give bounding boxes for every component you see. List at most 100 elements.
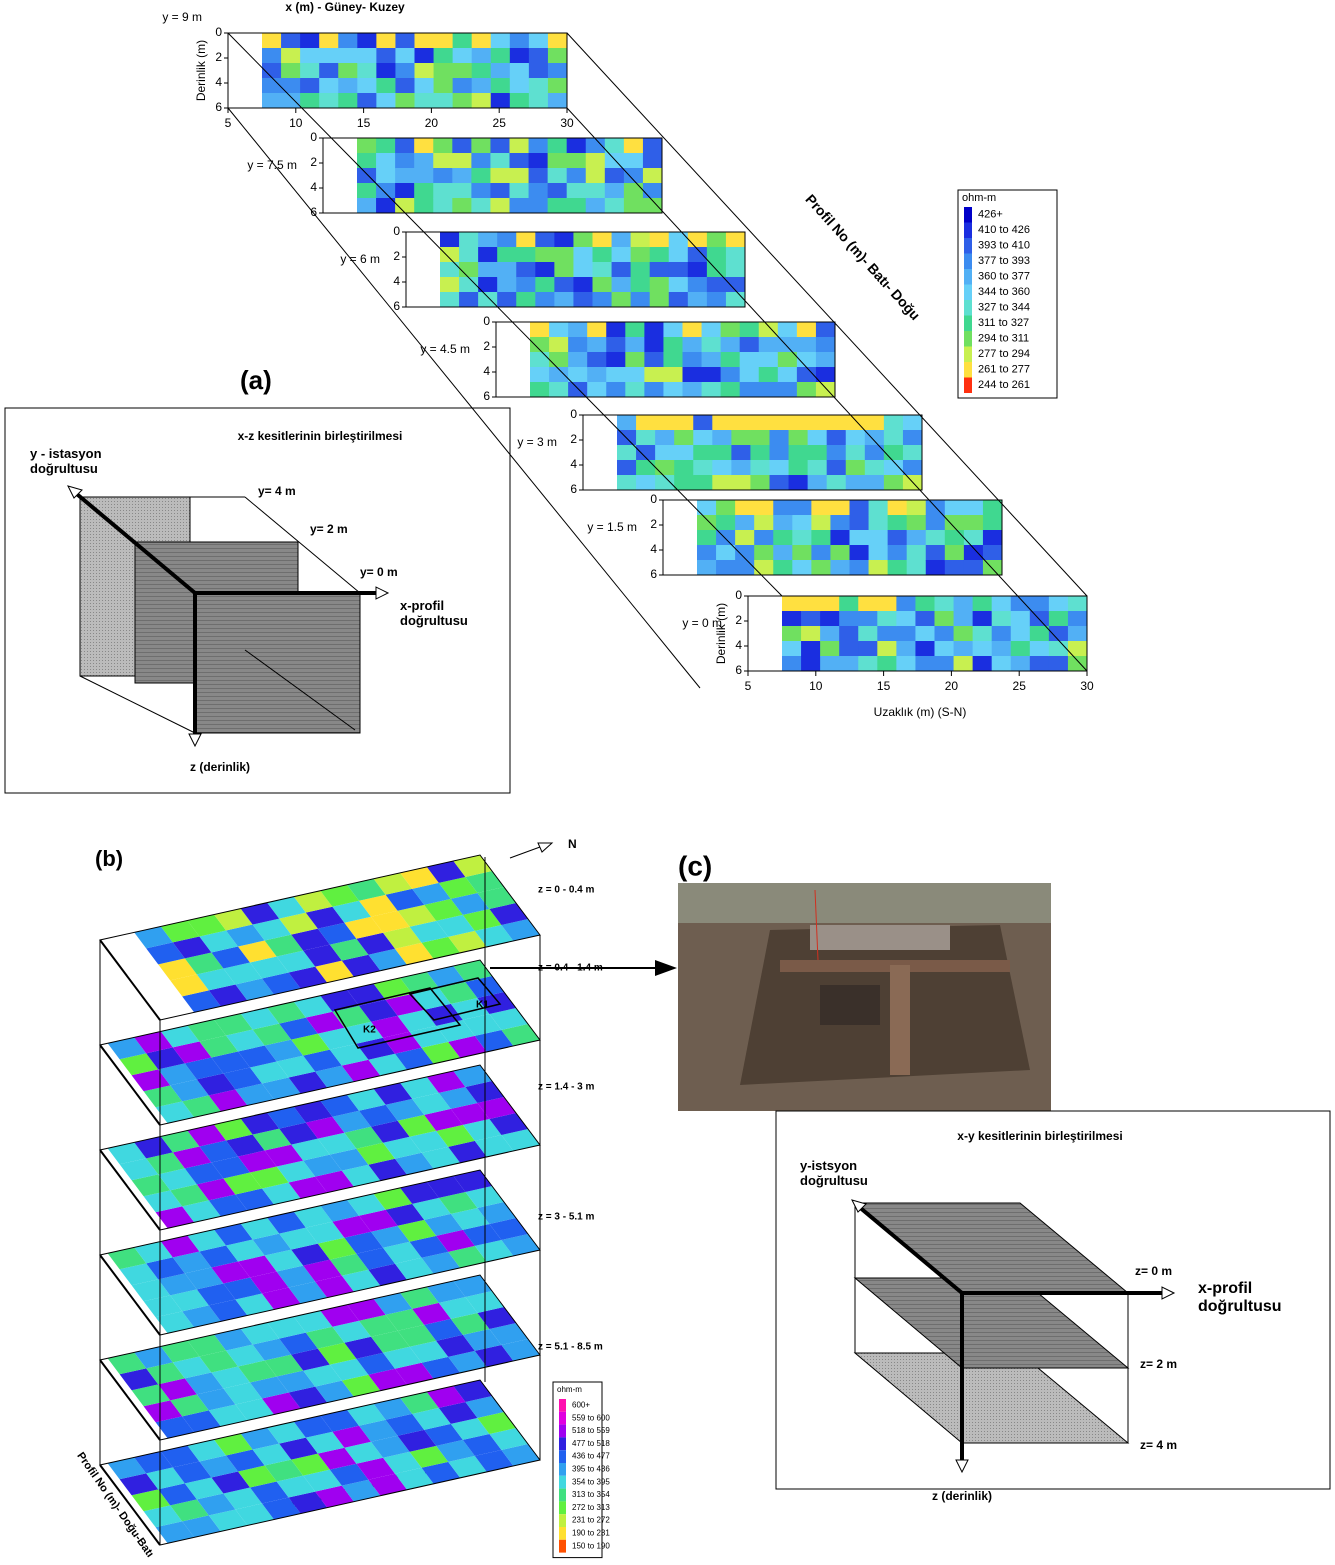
heatmap-cell: [827, 460, 847, 476]
heatmap-cell: [529, 63, 549, 79]
heatmap-cell: [693, 460, 713, 476]
heatmap-cell: [683, 367, 703, 383]
heatmap-cell: [605, 138, 625, 154]
heatmap-cell: [535, 247, 555, 263]
heatmap-cell: [440, 292, 460, 308]
heatmap-cell: [992, 641, 1012, 657]
depth-tick-label: 6: [650, 567, 657, 581]
slice-label: z = 1.4 - 3 m: [538, 1082, 595, 1093]
heatmap-cell: [586, 198, 606, 214]
heatmap-cell: [625, 337, 645, 353]
heatmap-cell: [1049, 641, 1069, 657]
panel-label: (a): [240, 365, 272, 395]
heatmap-cell: [357, 198, 377, 214]
heatmap-cell: [624, 198, 644, 214]
heatmap-cell: [907, 545, 927, 561]
legend-label: 231 to 272: [572, 1516, 610, 1525]
heatmap-cell: [636, 460, 656, 476]
heatmap-cell: [319, 33, 339, 49]
heatmap-cell: [593, 262, 613, 278]
heatmap-cell: [624, 138, 644, 154]
heatmap-cell: [414, 138, 434, 154]
heatmap-cell: [1030, 611, 1050, 627]
heatmap-cell: [338, 48, 358, 64]
heatmap-cell: [830, 515, 850, 531]
legend-label: 272 to 313: [572, 1503, 610, 1512]
heatmap-cell: [548, 153, 568, 169]
heatmap-cell: [612, 292, 632, 308]
plane-label: z= 2 m: [1140, 1357, 1177, 1371]
heatmap-cell: [789, 475, 809, 491]
plane-label: z= 4 m: [1140, 1438, 1177, 1452]
heatmap-cell: [973, 596, 993, 612]
heatmap-cell: [478, 247, 498, 263]
depth-tick-label: 2: [650, 517, 657, 531]
heatmap-cell: [262, 93, 282, 109]
heatmap-cell: [759, 322, 779, 338]
heatmap-cell: [789, 445, 809, 461]
heatmap-cell: [770, 475, 790, 491]
schematic-planes: [852, 1200, 1174, 1472]
heatmap-cell: [529, 198, 549, 214]
heatmap-cell: [440, 277, 460, 293]
heatmap-cell: [858, 611, 878, 627]
heatmap-cell: [606, 367, 626, 383]
heatmap-cell: [1049, 596, 1069, 612]
depth-tick-label: 0: [650, 492, 657, 506]
heatmap-cell: [415, 48, 435, 64]
heatmap-cell: [472, 48, 492, 64]
region-label: K1: [476, 1000, 489, 1011]
heatmap-cell: [707, 292, 727, 308]
heatmap-cell: [593, 232, 613, 248]
heatmap-cell: [625, 322, 645, 338]
depth-tick-label: 4: [393, 274, 400, 288]
heatmap-cell: [300, 33, 320, 49]
heatmap-cell: [877, 656, 897, 672]
heatmap-cell: [808, 430, 828, 446]
heatmap-cell: [434, 33, 454, 49]
heatmap-cell: [915, 596, 935, 612]
heatmap-cell: [452, 138, 472, 154]
heatmap-cell: [707, 232, 727, 248]
heatmap-cell: [554, 262, 574, 278]
legend-swatch: [559, 1450, 566, 1463]
depth-tick-label: 4: [570, 457, 577, 471]
legend-swatch: [964, 300, 972, 316]
heatmap-cell: [535, 262, 555, 278]
heatmap-cell: [644, 382, 664, 398]
heatmap-cell: [792, 530, 812, 546]
heatmap-cell: [655, 460, 675, 476]
heatmap-cell: [1030, 596, 1050, 612]
depth-tick-label: 4: [310, 180, 317, 194]
heatmap-cell: [625, 352, 645, 368]
heatmap-cell: [414, 198, 434, 214]
heatmap-cell: [992, 596, 1012, 612]
heatmap-cell: [530, 382, 550, 398]
heatmap-cell: [740, 352, 760, 368]
heatmap-cell: [452, 183, 472, 199]
heatmap-cell: [830, 530, 850, 546]
heatmap-cell: [716, 515, 736, 531]
legend-title: ohm-m: [557, 1385, 582, 1394]
heatmap-cell: [415, 63, 435, 79]
heatmap-cell: [281, 93, 301, 109]
heatmap-cell: [357, 153, 377, 169]
heatmap-cell: [740, 322, 760, 338]
heatmap-cell: [726, 247, 746, 263]
heatmap-cell: [357, 183, 377, 199]
heatmap-cell: [459, 292, 479, 308]
heatmap-cell: [516, 262, 536, 278]
heatmap-cell: [586, 168, 606, 184]
heatmap-cell: [395, 33, 415, 49]
depth-tick-label: 0: [310, 130, 317, 144]
heatmap-cell: [759, 337, 779, 353]
heatmap-cell: [573, 262, 593, 278]
heatmap-cell: [433, 138, 453, 154]
heatmap-cell: [497, 262, 517, 278]
x-tick-label: 15: [877, 679, 891, 693]
heatmap-cell: [707, 277, 727, 293]
legend-label: 600+: [572, 1401, 590, 1410]
legend-label: 518 to 559: [572, 1426, 610, 1435]
heatmap-cell: [896, 656, 916, 672]
heatmap-cell: [759, 367, 779, 383]
